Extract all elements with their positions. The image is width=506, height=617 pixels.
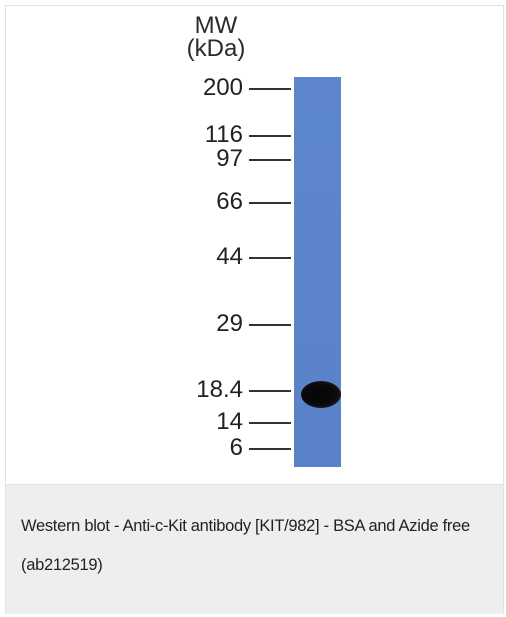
marker-tick-29: [249, 324, 291, 326]
marker-tick-6: [249, 448, 291, 450]
figure-caption: Western blot - Anti-c-Kit antibody [KIT/…: [6, 484, 503, 614]
marker-label-6: 6: [229, 434, 243, 461]
marker-label-97: 97: [216, 145, 243, 172]
marker-tick-116: [249, 135, 291, 137]
marker-label-44: 44: [216, 243, 243, 270]
marker-label-29: 29: [216, 310, 243, 337]
protein-band: [301, 381, 341, 408]
marker-tick-14: [249, 422, 291, 424]
marker-tick-44: [249, 257, 291, 259]
blot-lane: [294, 77, 341, 467]
marker-label-66: 66: [216, 188, 243, 215]
marker-tick-200: [249, 88, 291, 90]
mw-axis-title: MW (kDa): [171, 12, 261, 62]
marker-label-18-4: 18.4: [196, 376, 243, 403]
marker-label-200: 200: [202, 74, 243, 101]
western-blot-image: MW (kDa) 200 116 97 66 44 29 18.4 14 6: [6, 6, 503, 484]
figure-card: MW (kDa) 200 116 97 66 44 29 18.4 14 6 W…: [5, 5, 504, 614]
marker-label-116: 116: [204, 121, 243, 148]
marker-tick-97: [249, 159, 291, 161]
caption-text: Western blot - Anti-c-Kit antibody [KIT/…: [21, 517, 470, 574]
mw-title-line2: (kDa): [186, 35, 246, 62]
marker-tick-18-4: [249, 390, 291, 392]
marker-tick-66: [249, 202, 291, 204]
mw-title-line1: MW: [194, 12, 238, 39]
marker-label-14: 14: [216, 408, 243, 435]
